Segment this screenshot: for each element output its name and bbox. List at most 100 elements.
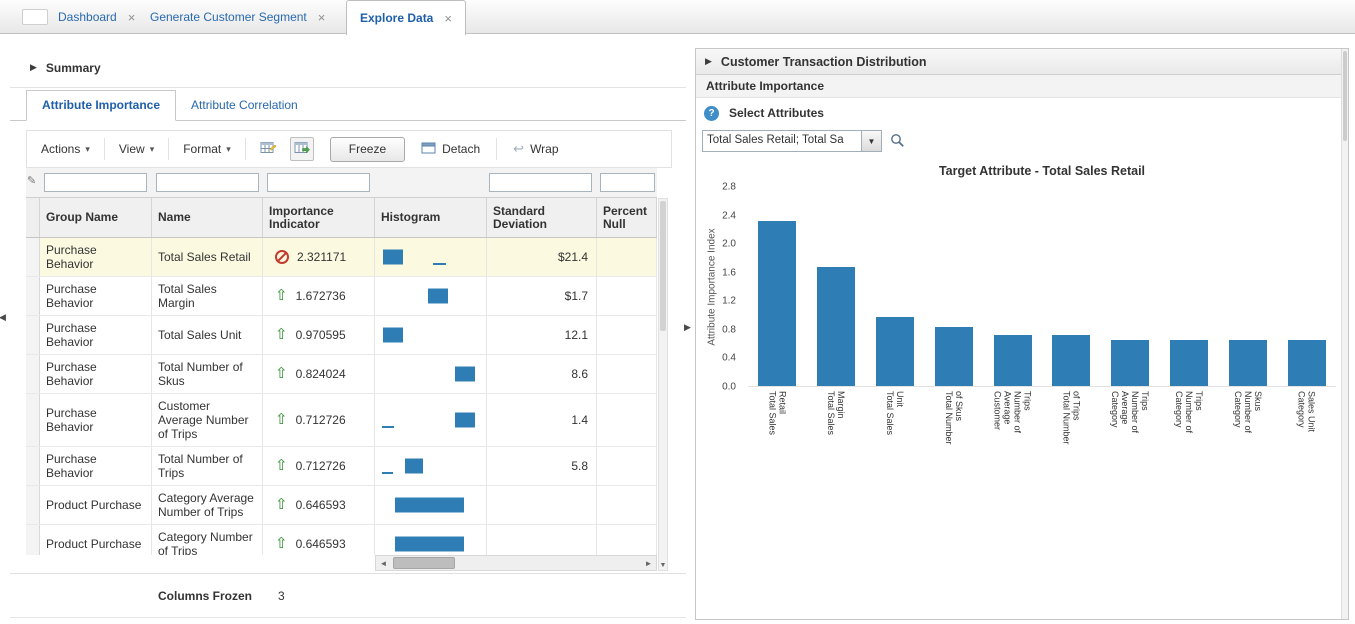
vertical-scrollbar[interactable]: ▼	[658, 198, 668, 571]
help-icon[interactable]: ?	[704, 105, 719, 121]
histogram-bar	[428, 288, 449, 304]
column-header-standard-deviation[interactable]: Standard Deviation	[487, 198, 597, 237]
view-menu[interactable]: View ▾	[115, 138, 158, 160]
cell-importance: ⇧ 0.824024	[263, 355, 375, 393]
chevron-down-icon[interactable]: ▼	[862, 130, 882, 152]
tab-label: Generate Customer Segment	[150, 10, 307, 24]
scroll-right-icon[interactable]: ►	[644, 558, 653, 568]
chart-bar[interactable]	[993, 335, 1032, 386]
close-icon[interactable]: ×	[317, 9, 326, 25]
chart-bar[interactable]	[876, 317, 914, 386]
row-header-cell	[26, 486, 40, 524]
toolbar-separator	[496, 138, 498, 160]
column-header-importance-indicator[interactable]: Importance Indicator	[263, 198, 375, 237]
y-tick-label: 2.0	[722, 238, 736, 250]
cell-std-deviation	[487, 486, 597, 524]
close-icon[interactable]: ×	[444, 10, 452, 26]
cell-name: Total Number of Skus	[152, 355, 263, 393]
table-row[interactable]: Purchase Behavior Total Sales Unit ⇧ 0.9705…	[26, 316, 657, 355]
scrollbar-thumb[interactable]	[393, 557, 455, 569]
summary-section-header[interactable]: ▶ Summary	[10, 48, 686, 88]
search-icon[interactable]	[890, 133, 905, 151]
filter-input-std-deviation[interactable]	[489, 173, 592, 192]
scrollbar-thumb[interactable]	[1343, 51, 1347, 141]
chart-bar[interactable]	[1287, 340, 1326, 386]
freeze-button[interactable]: Freeze	[329, 136, 406, 162]
histogram-tick	[381, 426, 394, 428]
table-row[interactable]: Purchase Behavior Total Sales Margin ⇧ 1.67…	[26, 277, 657, 316]
column-header-name[interactable]: Name	[152, 198, 263, 237]
cell-group-name: Purchase Behavior	[40, 277, 152, 315]
column-header-histogram[interactable]: Histogram	[375, 198, 487, 237]
table-row[interactable]: Purchase Behavior Total Sales Retail 2.321…	[26, 238, 657, 277]
close-icon[interactable]: ×	[127, 9, 136, 25]
format-menu[interactable]: Format ▾	[179, 138, 235, 160]
detach-button[interactable]: Detach	[415, 139, 486, 160]
cell-importance: ⇧ 0.646593	[263, 525, 375, 555]
x-axis-label: Category Sales Unit	[1296, 391, 1317, 433]
chart-bar[interactable]	[1228, 340, 1267, 386]
row-header-cell	[26, 316, 40, 354]
table-row[interactable]: Purchase Behavior Total Number of Trips ⇧ 0…	[26, 447, 657, 486]
cell-std-deviation: $1.7	[487, 277, 597, 315]
document-tab-bar: Dashboard × Generate Customer Segment × …	[0, 0, 1355, 35]
column-header-group-name[interactable]: Group Name	[40, 198, 152, 237]
x-axis-slot: Customer Average Number of Trips	[983, 391, 1042, 511]
x-axis-label: Customer Average Number of Trips	[992, 391, 1033, 434]
filter-pencil-icon[interactable]: ✎	[27, 175, 37, 187]
importance-value: 2.321171	[297, 250, 347, 264]
wrap-button[interactable]: ↩ Wrap	[507, 138, 564, 160]
table-row[interactable]: Purchase Behavior Customer Average Number…	[26, 394, 657, 447]
chart-bar[interactable]	[817, 267, 856, 386]
row-header-cell	[26, 238, 40, 276]
scrollbar-thumb[interactable]	[660, 201, 666, 331]
table-row[interactable]: Purchase Behavior Total Number of Skus ⇧ 0.…	[26, 355, 657, 394]
actions-menu[interactable]: Actions ▾	[37, 138, 94, 160]
export-grid-button[interactable]	[256, 137, 280, 161]
filter-input-name[interactable]	[156, 173, 259, 192]
attribute-select[interactable]: Total Sales Retail; Total Sa ▼	[702, 130, 882, 152]
cell-group-name: Purchase Behavior	[40, 238, 152, 276]
toolbar-separator	[244, 138, 246, 160]
table-row[interactable]: Product Purchase Category Number of Trips…	[26, 525, 657, 555]
cell-histogram	[375, 277, 487, 315]
status-bar: Columns Frozen 3	[10, 573, 686, 617]
column-header-percent-null[interactable]: Percent Null	[597, 198, 657, 237]
collapse-right-icon[interactable]: ▶	[684, 322, 691, 332]
distribution-section-header[interactable]: ▶ Customer Transaction Distribution	[696, 49, 1348, 75]
chart-bar[interactable]	[1111, 340, 1150, 386]
y-tick-label: 0.8	[722, 324, 736, 336]
cell-percent-null	[597, 355, 657, 393]
tab-bar-spacer	[22, 9, 48, 25]
cell-histogram	[375, 525, 487, 555]
filter-input-importance[interactable]	[267, 173, 370, 192]
cell-name: Total Sales Unit	[152, 316, 263, 354]
chart-bar[interactable]	[758, 221, 797, 386]
chart-bar[interactable]	[1052, 335, 1091, 386]
tab-generate-customer-segment[interactable]: Generate Customer Segment ×	[150, 0, 325, 34]
tab-explore-data[interactable]: Explore Data ×	[346, 0, 466, 35]
scroll-down-icon[interactable]: ▼	[659, 562, 667, 569]
collapse-left-icon[interactable]: ◀	[0, 312, 6, 322]
cell-name: Total Number of Trips	[152, 447, 263, 485]
columns-frozen-label: Columns Frozen	[158, 588, 253, 603]
filter-input-percent-null[interactable]	[600, 173, 655, 192]
table-row[interactable]: Product Purchase Category Average Number …	[26, 486, 657, 525]
horizontal-scrollbar[interactable]: ◄ ►	[375, 555, 657, 571]
tab-dashboard[interactable]: Dashboard ×	[58, 0, 135, 34]
query-by-example-button[interactable]	[289, 137, 314, 161]
filter-input-group-name[interactable]	[44, 173, 147, 192]
x-axis-slot: Category Number of Skus	[1218, 391, 1277, 511]
expand-arrow-icon[interactable]: ▶	[30, 62, 37, 72]
chart-bar[interactable]	[1170, 340, 1208, 386]
chart-bar[interactable]	[934, 327, 973, 386]
scroll-left-icon[interactable]: ◄	[379, 558, 388, 568]
expand-arrow-icon[interactable]: ▶	[705, 56, 712, 66]
tab-attribute-importance[interactable]: Attribute Importance	[26, 90, 177, 121]
x-axis-slot: Total Number of Trips	[1042, 391, 1101, 511]
y-tick-label: 0.0	[722, 381, 736, 393]
panel-scrollbar[interactable]	[1341, 49, 1348, 619]
wrap-label: Wrap	[530, 142, 559, 156]
y-tick-label: 1.6	[722, 267, 736, 279]
tab-attribute-correlation[interactable]: Attribute Correlation	[191, 98, 298, 112]
